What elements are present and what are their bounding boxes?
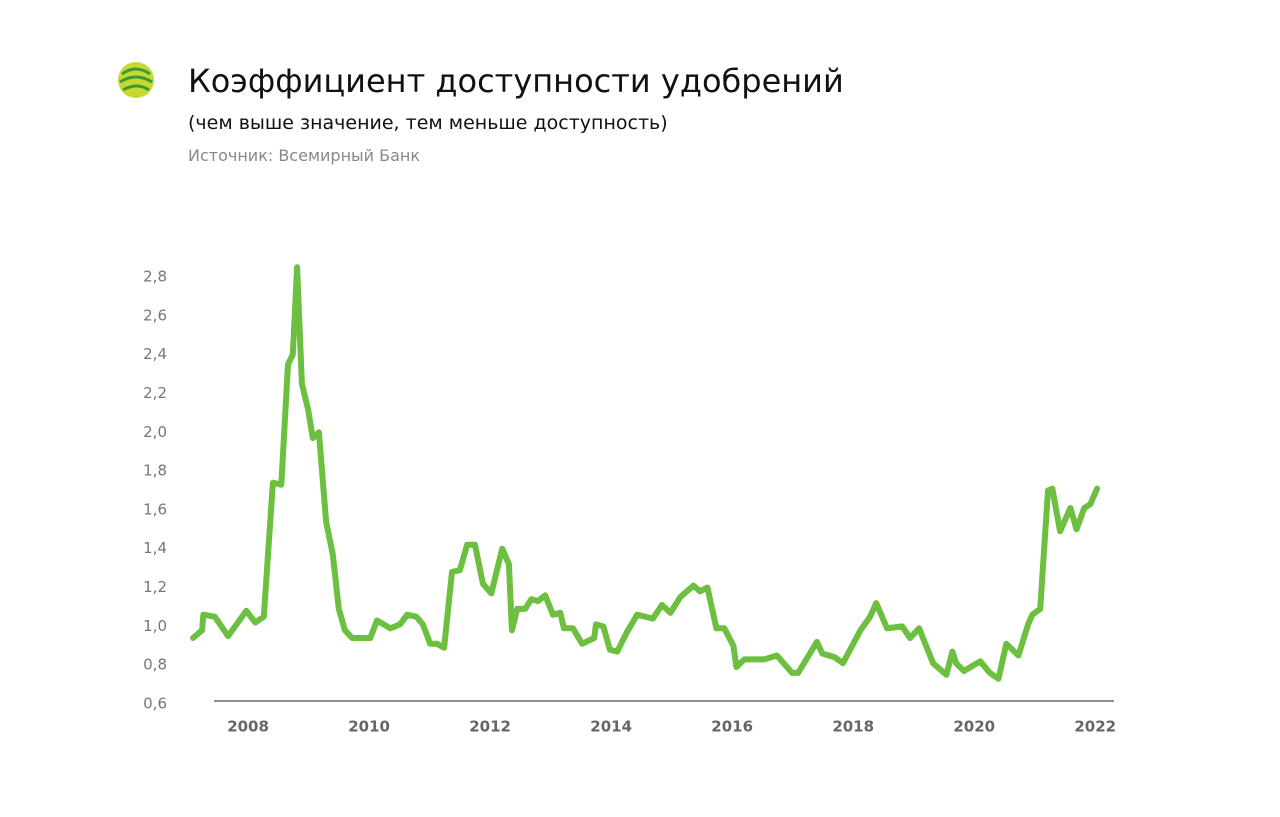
y-tick-label: 1,6 <box>143 500 167 518</box>
x-tick-label: 2022 <box>1074 718 1116 736</box>
y-tick-label: 2,8 <box>143 268 167 286</box>
y-tick-label: 1,2 <box>143 578 167 596</box>
y-tick-label: 2,4 <box>143 345 167 363</box>
y-tick-label: 2,0 <box>143 423 167 441</box>
y-tick-label: 1,8 <box>143 462 167 480</box>
chart-title: Коэффициент доступности удобрений <box>188 62 844 100</box>
x-tick-label: 2010 <box>348 718 390 736</box>
y-tick-label: 0,6 <box>143 695 167 713</box>
x-tick-label: 2016 <box>711 718 753 736</box>
y-tick-label: 2,2 <box>143 384 167 402</box>
y-tick-label: 0,8 <box>143 656 167 674</box>
x-tick-label: 2018 <box>832 718 874 736</box>
x-tick-label: 2008 <box>227 718 269 736</box>
x-tick-label: 2014 <box>590 718 632 736</box>
logo <box>118 62 154 98</box>
line-series <box>190 264 1101 682</box>
y-tick-label: 2,6 <box>143 306 167 324</box>
source: Источник: Всемирный Банк <box>188 146 420 165</box>
y-tick-label: 1,4 <box>143 539 167 557</box>
y-tick-label: 1,0 <box>143 617 167 635</box>
x-tick-label: 2020 <box>953 718 995 736</box>
chart-subtitle: (чем выше значение, тем меньше доступнос… <box>188 112 668 134</box>
x-tick-label: 2012 <box>469 718 511 736</box>
